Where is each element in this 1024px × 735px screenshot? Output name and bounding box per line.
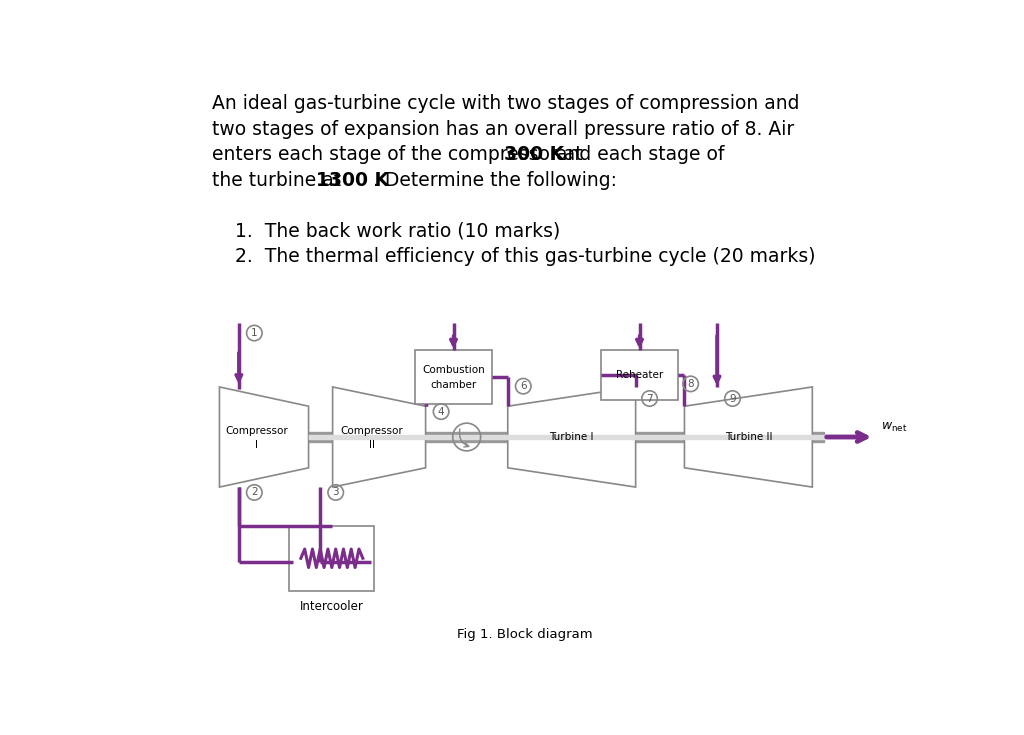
- Text: Combustion: Combustion: [422, 365, 485, 376]
- Text: I: I: [255, 440, 258, 450]
- Text: Reheater: Reheater: [615, 370, 664, 380]
- Text: chamber: chamber: [430, 380, 476, 390]
- Text: 1300 K: 1300 K: [316, 171, 389, 190]
- Text: 3: 3: [333, 487, 339, 498]
- Bar: [415, 350, 493, 404]
- Text: Fig 1. Block diagram: Fig 1. Block diagram: [457, 628, 593, 642]
- Text: Compressor: Compressor: [340, 426, 403, 436]
- Text: 8: 8: [687, 379, 694, 389]
- Text: 300 K: 300 K: [504, 146, 563, 164]
- Text: Turbine I: Turbine I: [550, 432, 594, 442]
- Text: two stages of expansion has an overall pressure ratio of 8. Air: two stages of expansion has an overall p…: [212, 120, 794, 139]
- Text: $w_{\mathrm{net}}$: $w_{\mathrm{net}}$: [881, 421, 907, 434]
- Polygon shape: [219, 387, 308, 487]
- Text: 1.  The back work ratio (10 marks): 1. The back work ratio (10 marks): [234, 221, 560, 240]
- Text: 1: 1: [251, 328, 258, 338]
- Bar: [601, 350, 678, 400]
- Text: 2: 2: [251, 487, 258, 498]
- Polygon shape: [684, 387, 812, 487]
- Text: 4: 4: [438, 406, 444, 417]
- Text: . Determine the following:: . Determine the following:: [373, 171, 617, 190]
- Text: 7: 7: [646, 393, 653, 404]
- Text: and each stage of: and each stage of: [550, 146, 725, 164]
- Bar: [289, 526, 375, 591]
- Text: 9: 9: [729, 393, 736, 404]
- Text: 6: 6: [520, 381, 526, 391]
- Text: Compressor: Compressor: [225, 426, 289, 436]
- Text: II: II: [369, 440, 375, 450]
- Text: Turbine II: Turbine II: [725, 432, 772, 442]
- Polygon shape: [508, 387, 636, 487]
- Polygon shape: [333, 387, 426, 487]
- Text: 2.  The thermal efficiency of this gas-turbine cycle (20 marks): 2. The thermal efficiency of this gas-tu…: [234, 247, 815, 266]
- Text: An ideal gas-turbine cycle with two stages of compression and: An ideal gas-turbine cycle with two stag…: [212, 94, 799, 113]
- Text: Intercooler: Intercooler: [300, 600, 364, 613]
- Text: the turbine at: the turbine at: [212, 171, 347, 190]
- Text: enters each stage of the compressor at: enters each stage of the compressor at: [212, 146, 589, 164]
